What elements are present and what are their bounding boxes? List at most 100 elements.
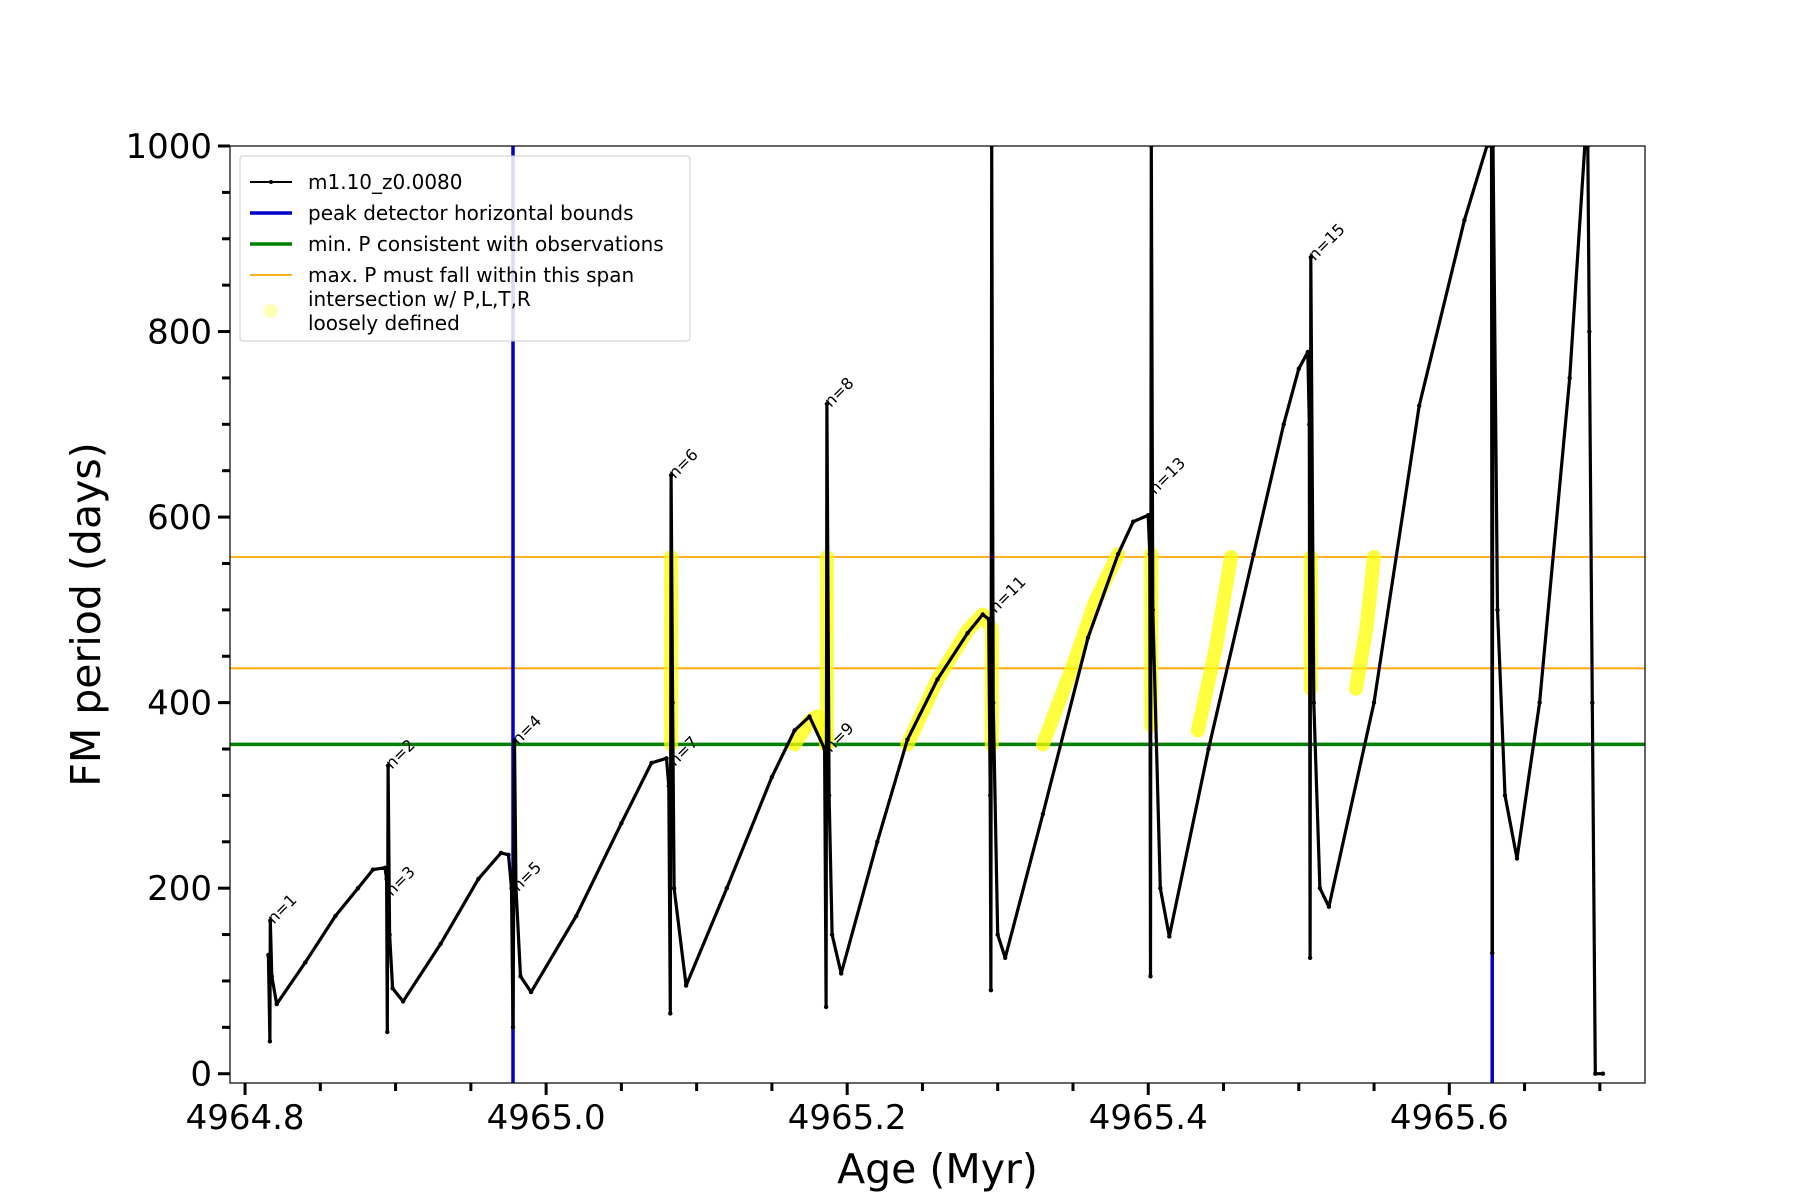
track-point [574, 913, 579, 919]
track-point [1148, 974, 1153, 979]
legend-swatch-track-marker [269, 180, 273, 184]
track-point [935, 677, 940, 682]
track-point [769, 774, 775, 780]
track-point [1417, 403, 1422, 408]
track-point [1495, 607, 1500, 613]
track-point [512, 739, 517, 744]
track-point [829, 932, 835, 937]
track-point [355, 886, 361, 891]
track-point [333, 913, 338, 919]
track-point [1150, 607, 1156, 613]
data-layer [230, 146, 1645, 1083]
track-point [390, 986, 395, 991]
track-point [513, 886, 519, 891]
legend-label-intersection: intersection w/ P,L,T,R [308, 287, 531, 311]
track-point [400, 999, 406, 1004]
track-point [988, 988, 994, 993]
legend: m1.10_z0.0080 peak detector horizontal b… [239, 155, 691, 342]
track-point [510, 1025, 516, 1030]
track-point [476, 876, 481, 882]
track-point [875, 839, 880, 844]
track-point [683, 983, 689, 988]
track-point [649, 760, 654, 766]
track-point [995, 932, 1000, 937]
track-point [724, 886, 729, 891]
x-tick-label: 4965.2 [788, 1098, 907, 1138]
track-point [1115, 552, 1121, 557]
track-point [1311, 700, 1317, 705]
y-tick-label: 1000 [125, 127, 212, 167]
track-point [664, 756, 669, 761]
track-point [839, 971, 844, 976]
track-point [387, 932, 392, 937]
legend-label-min-period: min. P consistent with observations [308, 232, 664, 256]
track-point [1567, 375, 1572, 381]
plot-area: n=1n=2n=3n=4n=5n=6n=7n=8n=9n=11n=13n=15 [230, 146, 1645, 1083]
track-point [1085, 635, 1091, 640]
track-point [384, 876, 389, 882]
x-tick-label: 4965.4 [1089, 1098, 1208, 1138]
track-point [1040, 811, 1046, 817]
track-point [1490, 950, 1495, 956]
x-tick-label: 4965.6 [1390, 1098, 1509, 1138]
intersection-segment-7 [1190, 550, 1238, 738]
track-point [274, 1001, 279, 1007]
track-point [965, 630, 970, 636]
track-point [1167, 934, 1172, 939]
track-point [1593, 1071, 1598, 1076]
y-tick-label: 400 [147, 684, 212, 724]
track-point [807, 714, 812, 719]
track-point [666, 783, 671, 789]
track-point [498, 850, 504, 856]
track-point [1462, 218, 1467, 223]
legend-box [239, 155, 691, 342]
track-point [1587, 329, 1592, 334]
legend-label-max-period: max. P must fall within this span [308, 263, 634, 287]
track-point [509, 886, 514, 891]
track-point [1147, 552, 1153, 557]
track-point [438, 941, 443, 946]
track-point [1206, 746, 1211, 752]
track-point [385, 1029, 390, 1035]
legend-label-bounds: peak detector horizontal bounds [308, 201, 634, 225]
track-point [823, 1004, 829, 1010]
intersection-segment-9 [1349, 550, 1381, 696]
track-point [1296, 366, 1302, 371]
legend-swatch-intersection [264, 304, 278, 318]
track-point [1514, 856, 1520, 861]
track-point [668, 1011, 673, 1016]
track-point [1502, 793, 1508, 798]
track-point [506, 852, 511, 857]
track-point [988, 793, 993, 798]
track-point [980, 612, 985, 617]
track-point [991, 700, 996, 705]
track-point [370, 867, 376, 872]
track-point [267, 1039, 273, 1044]
y-tick-label: 800 [147, 313, 212, 353]
track-point [1371, 700, 1377, 705]
track-point [986, 616, 991, 622]
track-point [1600, 1071, 1606, 1076]
track-point [1146, 513, 1151, 518]
y-axis-title: FM period (days) [62, 442, 110, 786]
y-tick-label: 200 [147, 869, 212, 909]
track-point [1003, 955, 1008, 960]
track-point [826, 793, 832, 798]
x-tick-label: 4964.8 [186, 1098, 305, 1138]
track-point [1308, 255, 1314, 260]
track-point [303, 960, 308, 965]
track-point [518, 974, 523, 979]
track-point [822, 746, 827, 752]
track-point [1307, 422, 1312, 427]
track-point [528, 989, 534, 995]
track-point [668, 473, 674, 478]
track-point [1251, 552, 1256, 557]
track-point [1305, 349, 1311, 355]
y-tick-label: 600 [147, 498, 212, 538]
track-point [1307, 955, 1313, 960]
track-point [1131, 519, 1136, 524]
x-tick-label: 4965.0 [487, 1098, 606, 1138]
x-axis-title: Age (Myr) [837, 1145, 1038, 1193]
track-point [385, 763, 391, 768]
